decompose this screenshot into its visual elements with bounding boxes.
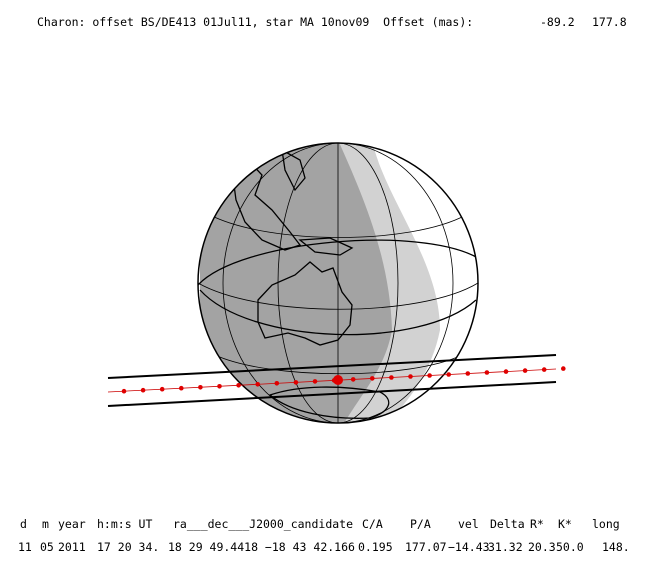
cell: 148.	[602, 540, 630, 554]
time-dot	[561, 366, 566, 371]
time-dot	[312, 379, 318, 384]
column-header: year	[58, 517, 86, 531]
time-dot	[236, 383, 241, 388]
cell: −14.43	[448, 540, 490, 554]
column-header: m	[42, 517, 49, 531]
cell: 17 20 34.	[97, 540, 159, 554]
column-header: K*	[558, 517, 572, 531]
cell: 50.0	[556, 540, 584, 554]
time-dot	[274, 381, 280, 386]
ephemeris-table: d m year h:m:s UT ra___dec___J2000_candidate…	[18, 517, 630, 554]
cell: 11	[18, 540, 32, 554]
column-header: P/A	[410, 517, 431, 531]
column-header: vel	[458, 517, 479, 531]
time-dot	[484, 370, 490, 375]
globe-limb	[197, 142, 479, 424]
time-dot	[465, 371, 471, 376]
time-dot	[255, 382, 260, 387]
time-dot	[159, 386, 165, 392]
time-dot	[389, 375, 394, 380]
time-dot	[370, 376, 375, 381]
time-dot	[408, 374, 413, 379]
cell: 20.3	[528, 540, 556, 554]
offset-dec: 177.8	[592, 15, 627, 29]
cell: 31.32	[488, 540, 523, 554]
cell: 2011	[58, 540, 86, 554]
column-header: C/A	[362, 517, 383, 531]
cell: 05	[40, 540, 54, 554]
column-header: h:m:s UT	[97, 517, 152, 531]
closest-approach	[333, 375, 343, 385]
centerline-dots	[121, 366, 566, 394]
time-dot	[179, 385, 184, 391]
column-header: R*	[530, 517, 544, 531]
time-dot	[350, 377, 356, 382]
column-header: long	[592, 517, 620, 531]
time-dot	[293, 380, 299, 385]
column-header: d	[20, 517, 27, 531]
title: Charon: offset BS/DE413 01Jul11, star MA…	[37, 15, 473, 29]
time-dot	[522, 368, 528, 373]
column-header: Delta	[490, 517, 525, 531]
globe	[198, 143, 478, 423]
cell: 177.07	[405, 540, 447, 554]
cell: 18 29 49.4418 −18 43 42.166	[168, 540, 355, 554]
time-dot	[503, 369, 509, 374]
time-dot	[541, 367, 547, 372]
time-dot	[140, 387, 146, 393]
time-dot	[427, 373, 432, 378]
time-dot	[198, 385, 203, 390]
cell: 0.195	[358, 540, 393, 554]
column-header: ra___dec___J2000_candidate	[173, 517, 353, 531]
time-dot	[121, 388, 127, 394]
offset-ra: -89.2	[540, 15, 575, 29]
time-dot	[446, 372, 452, 377]
time-dot	[217, 384, 222, 389]
